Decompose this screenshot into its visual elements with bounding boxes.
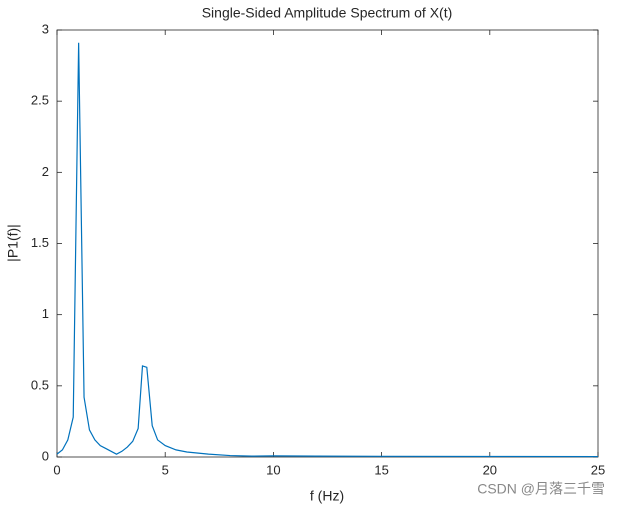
y-tick-label: 2 (42, 164, 49, 179)
y-tick-label: 2.5 (31, 93, 49, 108)
x-tick-label: 0 (53, 462, 60, 477)
y-tick-label: 1 (42, 306, 49, 321)
y-tick-label: 0 (42, 448, 49, 463)
y-tick-label: 1.5 (31, 235, 49, 250)
y-axis-label: |P1(f)| (5, 224, 21, 262)
y-tick-label: 3 (42, 21, 49, 36)
y-tick-label: 0.5 (31, 377, 49, 392)
x-axis-label: f (Hz) (310, 488, 344, 504)
x-tick-label: 15 (374, 462, 388, 477)
watermark: CSDN @月落三千雪 (477, 481, 605, 497)
x-tick-label: 25 (591, 462, 605, 477)
x-tick-label: 10 (266, 462, 280, 477)
series-line (56, 42, 599, 458)
axes-box (56, 29, 599, 458)
x-tick-label: 20 (483, 462, 497, 477)
chart-title: Single-Sided Amplitude Spectrum of X(t) (202, 5, 453, 21)
x-tick-label: 5 (162, 462, 169, 477)
